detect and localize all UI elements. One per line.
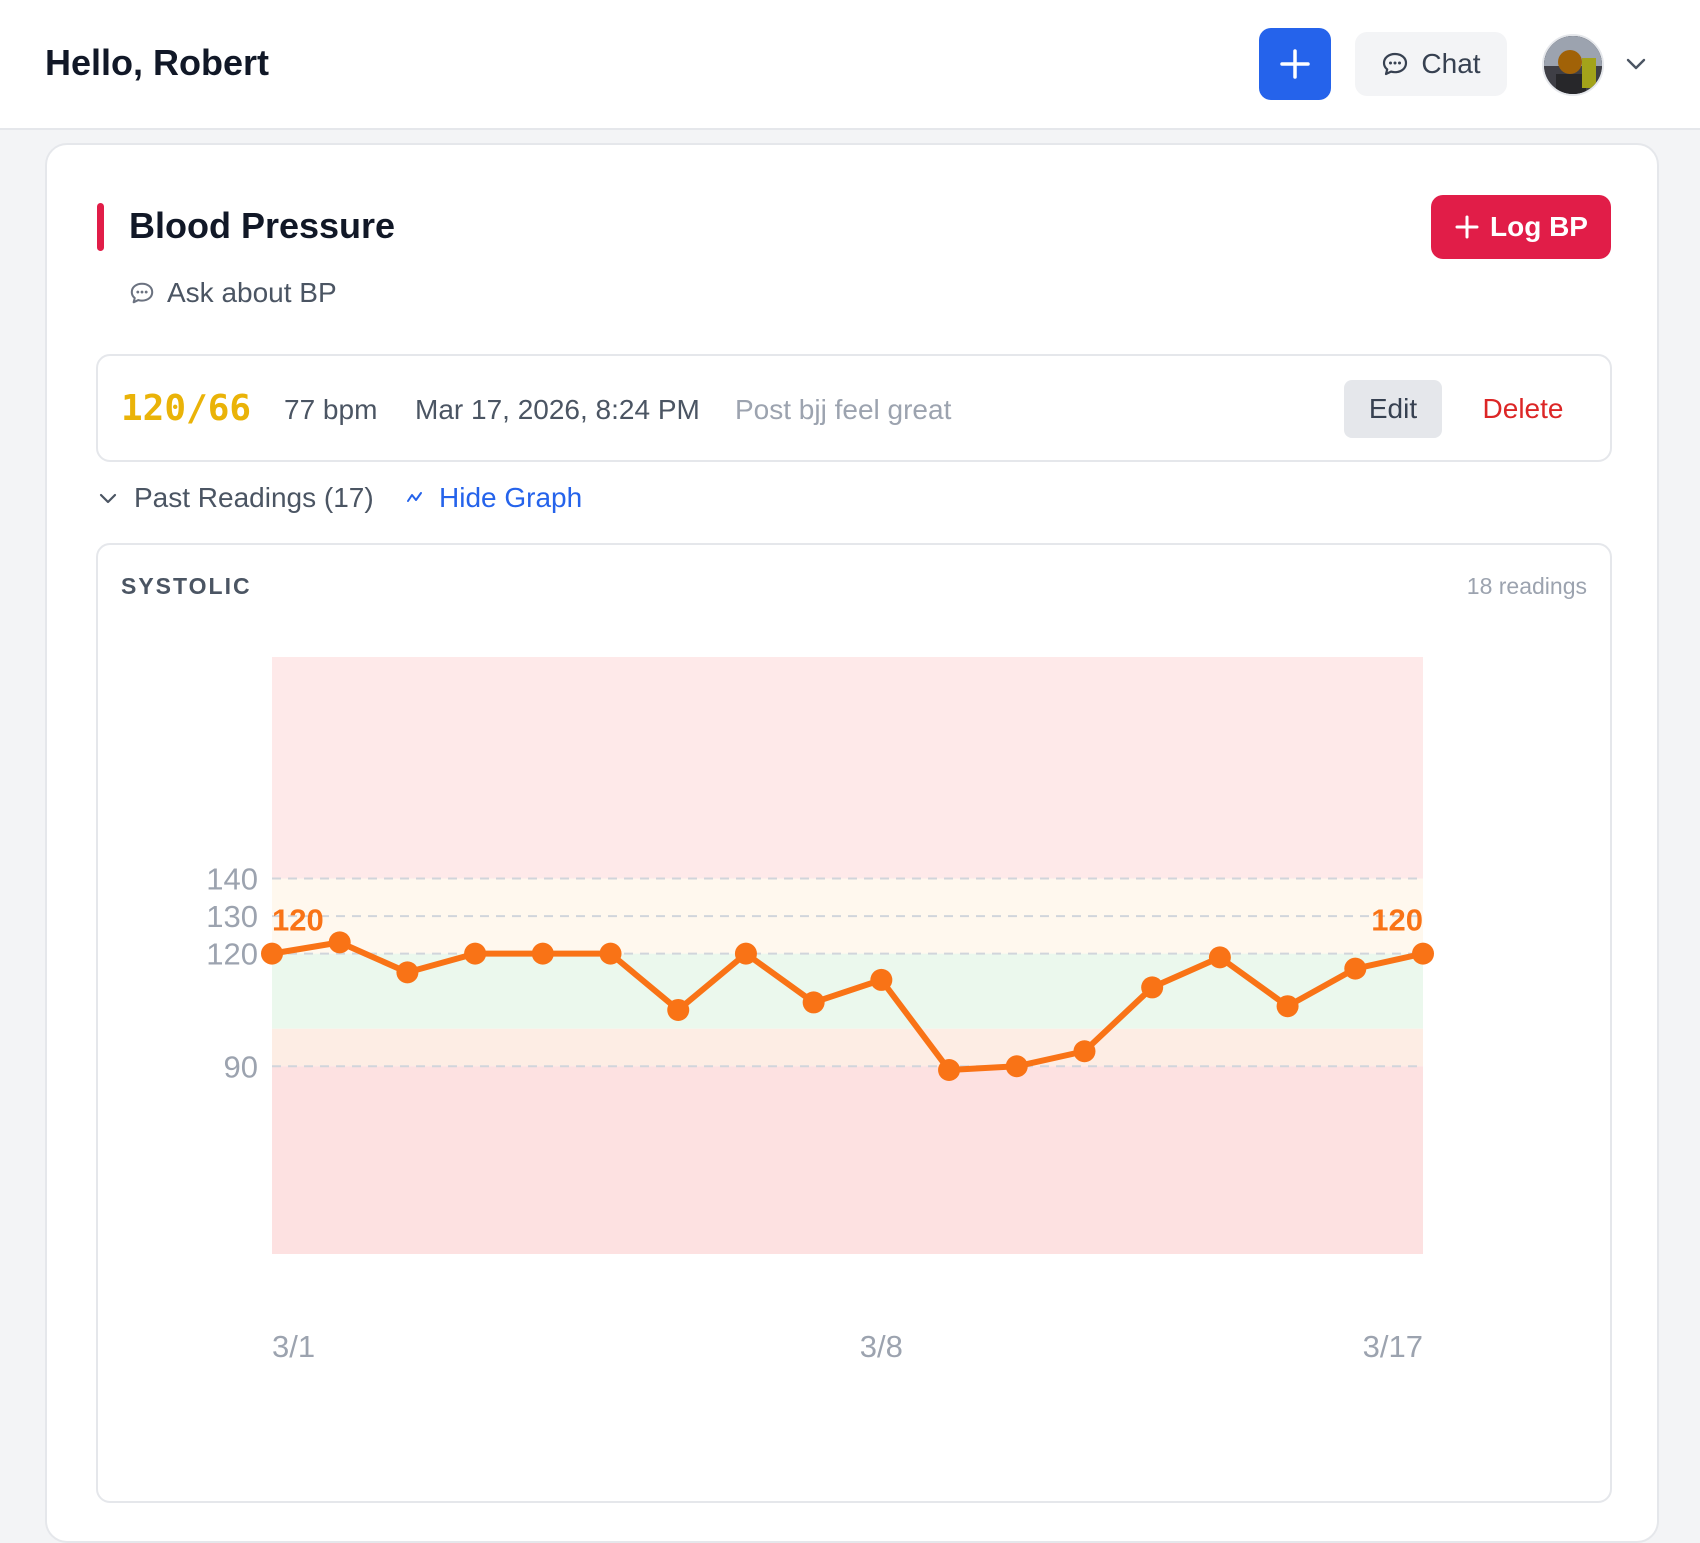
hide-graph-link[interactable]: Hide Graph [405, 482, 582, 514]
reading-bp-value: 120/66 [121, 388, 252, 429]
chart-point-8 [802, 991, 825, 1014]
chart-band-3 [272, 1028, 1423, 1067]
chat-button[interactable]: Chat [1355, 32, 1507, 96]
chart-point-7 [734, 942, 757, 965]
chat-bubble-icon [130, 282, 154, 304]
chart-point-5 [599, 942, 622, 965]
chart-x-tick-label-1: 3/8 [860, 1329, 903, 1364]
chart-point-16 [1344, 957, 1367, 980]
graph-title: SYSTOLIC [121, 573, 252, 599]
chart-first-value-label: 120 [272, 903, 324, 938]
chart-point-12 [1073, 1040, 1096, 1063]
ask-about-bp-link[interactable]: Ask about BP [129, 277, 337, 309]
chart-point-0 [261, 942, 283, 965]
edit-button[interactable]: Edit [1344, 380, 1442, 438]
plus-icon [1455, 215, 1479, 239]
chart-point-11 [1005, 1055, 1028, 1078]
chevron-down-icon [99, 493, 117, 504]
card-title: Blood Pressure [129, 205, 396, 246]
chart-point-13 [1141, 976, 1164, 999]
chart-point-4 [531, 942, 554, 965]
delete-button[interactable]: Delete [1458, 380, 1588, 438]
chart-last-value-label: 120 [1371, 903, 1423, 938]
chart-point-2 [396, 961, 419, 984]
latest-reading: 120/66 77 bpm Mar 17, 2026, 8:24 PM Post… [96, 354, 1612, 462]
add-button[interactable] [1259, 28, 1331, 100]
chart-point-15 [1276, 995, 1299, 1018]
card-accent-bar [97, 203, 104, 251]
log-bp-label: Log BP [1490, 211, 1588, 242]
avatar[interactable] [1542, 34, 1604, 96]
chart-point-1 [328, 931, 351, 954]
chart-y-tick-label-0: 140 [206, 862, 258, 897]
chart-point-10 [938, 1059, 961, 1082]
chart-point-14 [1208, 946, 1231, 969]
reading-datetime: Mar 17, 2026, 8:24 PM [415, 394, 700, 425]
chat-button-label: Chat [1421, 48, 1481, 79]
chart-series-line [269, 939, 1426, 1074]
chevron-down-icon[interactable] [1622, 50, 1650, 78]
plus-icon [1280, 49, 1310, 79]
log-bp-button[interactable]: Log BP [1431, 195, 1611, 259]
past-readings-toggle[interactable]: Past Readings (17) [96, 482, 374, 514]
chart-point-17 [1412, 942, 1434, 965]
chart-y-tick-label-3: 90 [224, 1049, 258, 1084]
chart-band-1 [272, 878, 1423, 954]
top-bar: Hello, Robert Chat [0, 0, 1700, 130]
reading-note: Post bjj feel great [735, 394, 952, 425]
trend-line-icon [407, 492, 422, 502]
chart-band-0 [272, 657, 1423, 879]
reading-heart-rate: 77 bpm [284, 394, 378, 425]
graph-reading-count: 18 readings [1466, 573, 1587, 599]
chart-x-tick-label-2: 3/17 [1363, 1329, 1423, 1364]
chart-y-tick-label-2: 120 [206, 937, 258, 972]
chat-bubble-icon [1383, 52, 1408, 76]
ask-about-bp-label: Ask about BP [167, 277, 337, 308]
past-readings-label: Past Readings (17) [134, 482, 374, 513]
chart-point-3 [464, 942, 487, 965]
blood-pressure-card: Blood Pressure Log BP Ask about BP 120/6… [45, 143, 1659, 1543]
chart-point-9 [870, 968, 893, 991]
chart-band-4 [272, 1066, 1423, 1254]
chart-point-6 [667, 998, 690, 1021]
systolic-graph: SYSTOLIC 18 readings 140 130 120 90 3/1 3/8 3/… [96, 543, 1612, 1503]
chart-y-tick-label-1: 130 [206, 899, 258, 934]
hide-graph-label: Hide Graph [439, 482, 583, 513]
avatar-photo [1544, 36, 1602, 94]
greeting-title: Hello, Robert [45, 42, 270, 83]
chart-x-tick-label-0: 3/1 [272, 1329, 315, 1364]
